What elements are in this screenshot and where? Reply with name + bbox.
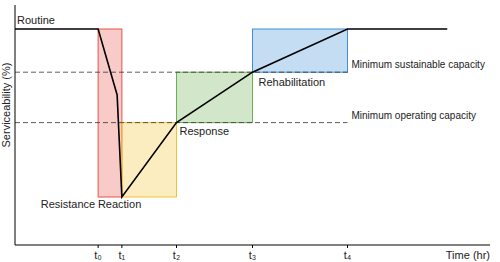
reference-label: Minimum operating capacity [352, 110, 477, 121]
x-tick-label: t₁ [118, 249, 125, 261]
x-tick [347, 245, 348, 248]
phase-label: Response [180, 125, 230, 137]
reference-label: Minimum sustainable capacity [352, 59, 485, 70]
x-tick-label: t₃ [249, 249, 257, 261]
chart-container: ResistanceReaction Response Rehabilitation… [0, 0, 500, 262]
y-axis [15, 5, 16, 245]
chart-svg: ResistanceReaction Response Rehabilitation… [0, 0, 500, 262]
reference-line [15, 72, 348, 73]
x-tick-label: t₂ [173, 249, 180, 261]
x-tick-label: t₀ [94, 249, 102, 261]
phase-label: Resistance [41, 198, 95, 210]
x-axis-title: Time (hr) [446, 249, 490, 261]
x-tick [252, 245, 253, 248]
x-tick [98, 245, 99, 248]
line-label: Routine [17, 14, 55, 26]
phase-label: Reaction [98, 198, 141, 210]
x-tick [121, 245, 122, 248]
phase-label: Rehabilitation [259, 76, 326, 88]
x-tick [176, 245, 177, 248]
y-axis-title: Serviceability (%) [0, 63, 12, 148]
reference-line [15, 122, 348, 123]
texts: ResistanceReaction Response Rehabilitation… [0, 14, 490, 261]
x-tick-label: t₄ [344, 249, 352, 261]
